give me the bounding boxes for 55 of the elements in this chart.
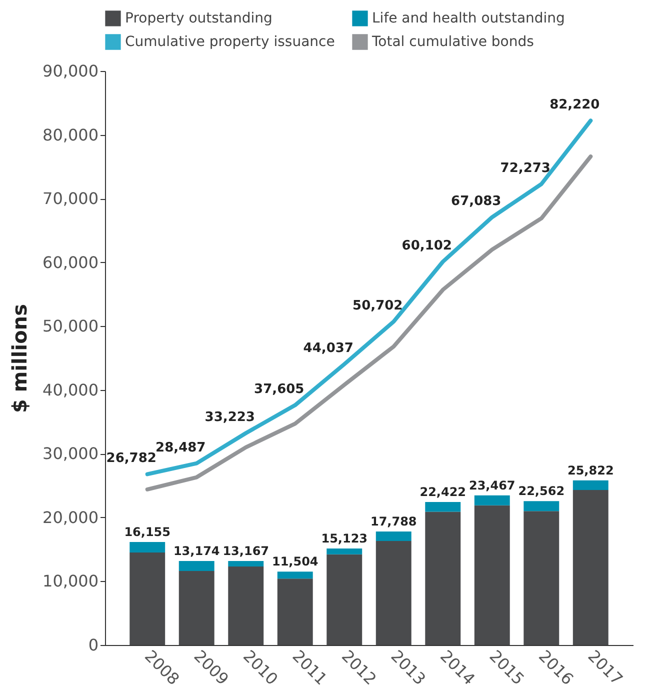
total-label: 13,174: [173, 544, 220, 558]
legend-label: Total cumulative bonds: [371, 34, 534, 50]
bar: [130, 542, 166, 553]
y-tick-label: 20,000: [42, 508, 98, 527]
data-label: 44,037: [303, 341, 354, 356]
bar: [228, 566, 264, 645]
bar: [376, 541, 412, 645]
data-label: 33,223: [204, 410, 255, 426]
data-label: 50,702: [352, 298, 403, 314]
total-label: 25,822: [567, 463, 614, 478]
total-label: 22,562: [518, 484, 565, 498]
bar: [425, 512, 461, 645]
data-label: 28,487: [156, 440, 206, 456]
bar: [326, 554, 362, 645]
bar: [326, 548, 362, 554]
data-label: 67,083: [451, 194, 502, 210]
y-tick-label: 40,000: [42, 380, 98, 400]
data-label: 37,605: [254, 382, 304, 398]
bar: [277, 578, 313, 645]
bar: [178, 560, 214, 572]
y-tick-label: 30,000: [42, 444, 98, 464]
total-label: 13,167: [222, 544, 270, 558]
total-label: 23,467: [468, 478, 516, 492]
bar: [572, 490, 608, 645]
y-tick-label: 10,000: [42, 572, 98, 591]
data-label: 82,220: [550, 98, 600, 113]
y-tick-label: 80,000: [42, 125, 98, 144]
y-tick-label: 90,000: [42, 62, 98, 80]
data-label: 72,273: [500, 161, 550, 176]
bar: [178, 571, 214, 645]
bar: [474, 495, 510, 506]
data-label: 60,102: [402, 238, 452, 254]
data-label: 26,782: [106, 451, 156, 466]
bar: [228, 561, 264, 567]
total-label: 22,422: [420, 484, 466, 499]
legend-label: Life and health outstanding: [372, 10, 565, 26]
bar: [425, 502, 461, 512]
y-tick-label: 50,000: [42, 316, 98, 336]
y-tick-label: 60,000: [42, 252, 98, 272]
bar: [376, 532, 412, 542]
bar: [130, 552, 166, 645]
total-label: 11,504: [272, 554, 318, 569]
legend-label: Property outstanding: [125, 10, 272, 26]
bar: [524, 511, 560, 645]
bar: [572, 480, 608, 490]
total-label: 17,788: [370, 514, 417, 529]
y-tick-label: 70,000: [42, 189, 98, 208]
legend-label: Cumulative property issuance: [125, 34, 335, 50]
y-axis-title: $ millions: [8, 304, 32, 414]
total-label: 16,155: [124, 524, 171, 539]
bar: [277, 572, 313, 579]
bar: [474, 505, 510, 645]
total-label: 15,123: [321, 532, 368, 546]
y-tick-label: 0: [88, 636, 98, 654]
bar: [524, 501, 560, 512]
